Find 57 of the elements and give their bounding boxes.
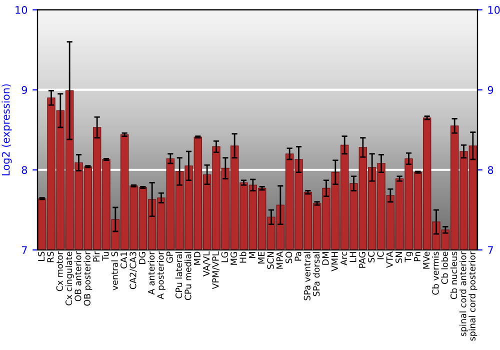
x-tick-label: LG [221, 252, 228, 262]
x-tick-label: Arc [340, 252, 348, 266]
y-tick-label: 10 [16, 6, 28, 14]
x-tick-label: VTA [386, 251, 393, 268]
x-tick-label: GP [166, 252, 173, 263]
y-axis-title: Log2 (expression) [2, 84, 12, 176]
x-tick-label: M [248, 252, 256, 258]
x-tick-label: Tu [102, 252, 109, 261]
x-tick-label: Cb lobe [441, 252, 448, 284]
x-tick-label: VA/VL [203, 251, 210, 276]
x-tick-label: Cx cingulate [65, 252, 74, 306]
x-tick-label: Pir [92, 251, 100, 262]
x-tick-label: ME [258, 252, 264, 264]
x-tick-label: CA1 [120, 252, 128, 268]
x-tick-label: A posterior [157, 251, 166, 300]
x-tick-label: Cx motor [56, 251, 63, 292]
x-tick-label: Cb vermis [432, 252, 439, 295]
x-tick-label: spinal cord posterior [468, 251, 478, 341]
x-tick-label: MVe [423, 252, 430, 269]
x-tick-label: Pa [294, 252, 302, 261]
x-tick-label: DG [138, 252, 146, 264]
x-tick-label: VPM/VPL [212, 251, 220, 290]
x-tick-label: SO [286, 252, 292, 264]
x-tick-label: ventral S [111, 252, 118, 290]
x-tick-label: SPa dorsal [312, 252, 320, 296]
x-tick-label: spinal cord anterior [460, 251, 468, 336]
x-tick-label: CA2/CA3 [130, 252, 137, 290]
x-tick-label: SPa ventral [304, 252, 310, 300]
y2-tick-label: 7 [488, 246, 493, 254]
x-tick-label: DM [322, 252, 329, 265]
y2-tick-label: 8 [488, 166, 494, 174]
y2-tick-label: 10 [488, 6, 500, 14]
x-tick-label: OB anterior [74, 251, 82, 302]
x-tick-label: CPu lateral [175, 252, 182, 298]
x-tick-label: PAG [358, 252, 366, 268]
x-tick-label: LH [350, 252, 356, 262]
x-tick-label: RS [47, 252, 54, 262]
x-tick-label: SCN [267, 252, 274, 269]
x-tick-label: CPu medial [184, 252, 192, 300]
x-tick-label: OB posterior [84, 251, 92, 306]
y2-tick-label: 9 [488, 86, 494, 94]
y-tick-label: 7 [22, 246, 27, 254]
x-tick-label: A anterior [148, 251, 155, 295]
x-tick-label: MD [194, 252, 200, 265]
x-tick-label: SC [368, 252, 375, 262]
x-tick-label: VMH [331, 252, 338, 272]
x-tick-label: MG [230, 252, 238, 265]
x-tick-label: Pn [414, 252, 420, 262]
x-tick-label: MPA [276, 251, 283, 269]
x-tick-label: Hb [240, 252, 246, 263]
x-tick-label: LS [38, 252, 45, 261]
x-tick-label: Tg [404, 252, 413, 262]
x-tick-label: SN [396, 252, 402, 263]
x-tick-label: Cb nucleus [450, 252, 458, 300]
y-tick-label: 8 [22, 166, 28, 174]
y-tick-label: 9 [22, 86, 28, 94]
x-tick-label: IC [377, 252, 384, 260]
